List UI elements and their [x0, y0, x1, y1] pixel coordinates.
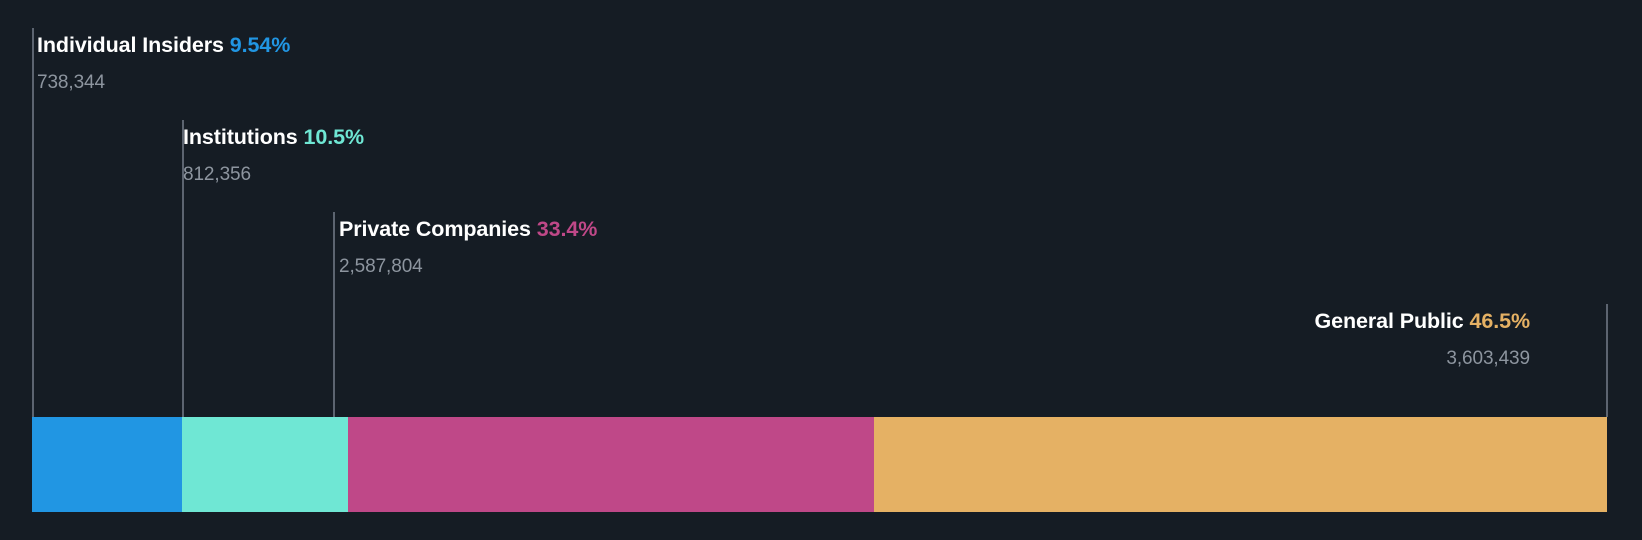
- bar-segment-private-companies[interactable]: [347, 417, 875, 512]
- holder-percent-individual-insiders: 9.54%: [229, 33, 291, 57]
- holder-shares-private-companies: 2,587,804: [339, 256, 423, 277]
- holder-shares-individual-insiders: 738,344: [37, 72, 105, 93]
- label-group-general-public: General Public 46.5% 3,603,439: [1315, 309, 1531, 371]
- holder-name-institutions: Institutions: [183, 125, 298, 149]
- holder-shares-institutions: 812,356: [183, 164, 251, 185]
- bar-segment-institutions[interactable]: [182, 417, 348, 512]
- holder-shares-general-public: 3,603,439: [1446, 348, 1530, 369]
- label-group-private-companies: Private Companies 33.4% 2,587,804: [339, 217, 597, 279]
- label-title-private-companies: Private Companies 33.4%: [339, 217, 597, 242]
- holder-name-private-companies: Private Companies: [339, 217, 531, 241]
- holder-percent-general-public: 46.5%: [1469, 309, 1531, 333]
- stacked-bar: [32, 417, 1608, 512]
- holder-name-general-public: General Public: [1314, 309, 1464, 333]
- label-title-institutions: Institutions 10.5%: [183, 125, 364, 150]
- label-group-institutions: Institutions 10.5% 812,356: [183, 125, 364, 187]
- holder-name-individual-insiders: Individual Insiders: [37, 33, 224, 57]
- bar-segment-individual-insiders[interactable]: [32, 417, 183, 512]
- tick-line-private-companies: [333, 212, 335, 417]
- label-group-individual-insiders: Individual Insiders 9.54% 738,344: [37, 33, 290, 95]
- tick-line-individual-insiders: [32, 28, 34, 417]
- holder-percent-institutions: 10.5%: [303, 125, 365, 149]
- label-title-individual-insiders: Individual Insiders 9.54%: [37, 33, 290, 58]
- holder-percent-private-companies: 33.4%: [536, 217, 598, 241]
- tick-line-institutions: [182, 120, 184, 417]
- tick-line-general-public: [1606, 304, 1608, 417]
- label-title-general-public: General Public 46.5%: [1315, 309, 1531, 334]
- bar-segment-general-public[interactable]: [874, 417, 1608, 512]
